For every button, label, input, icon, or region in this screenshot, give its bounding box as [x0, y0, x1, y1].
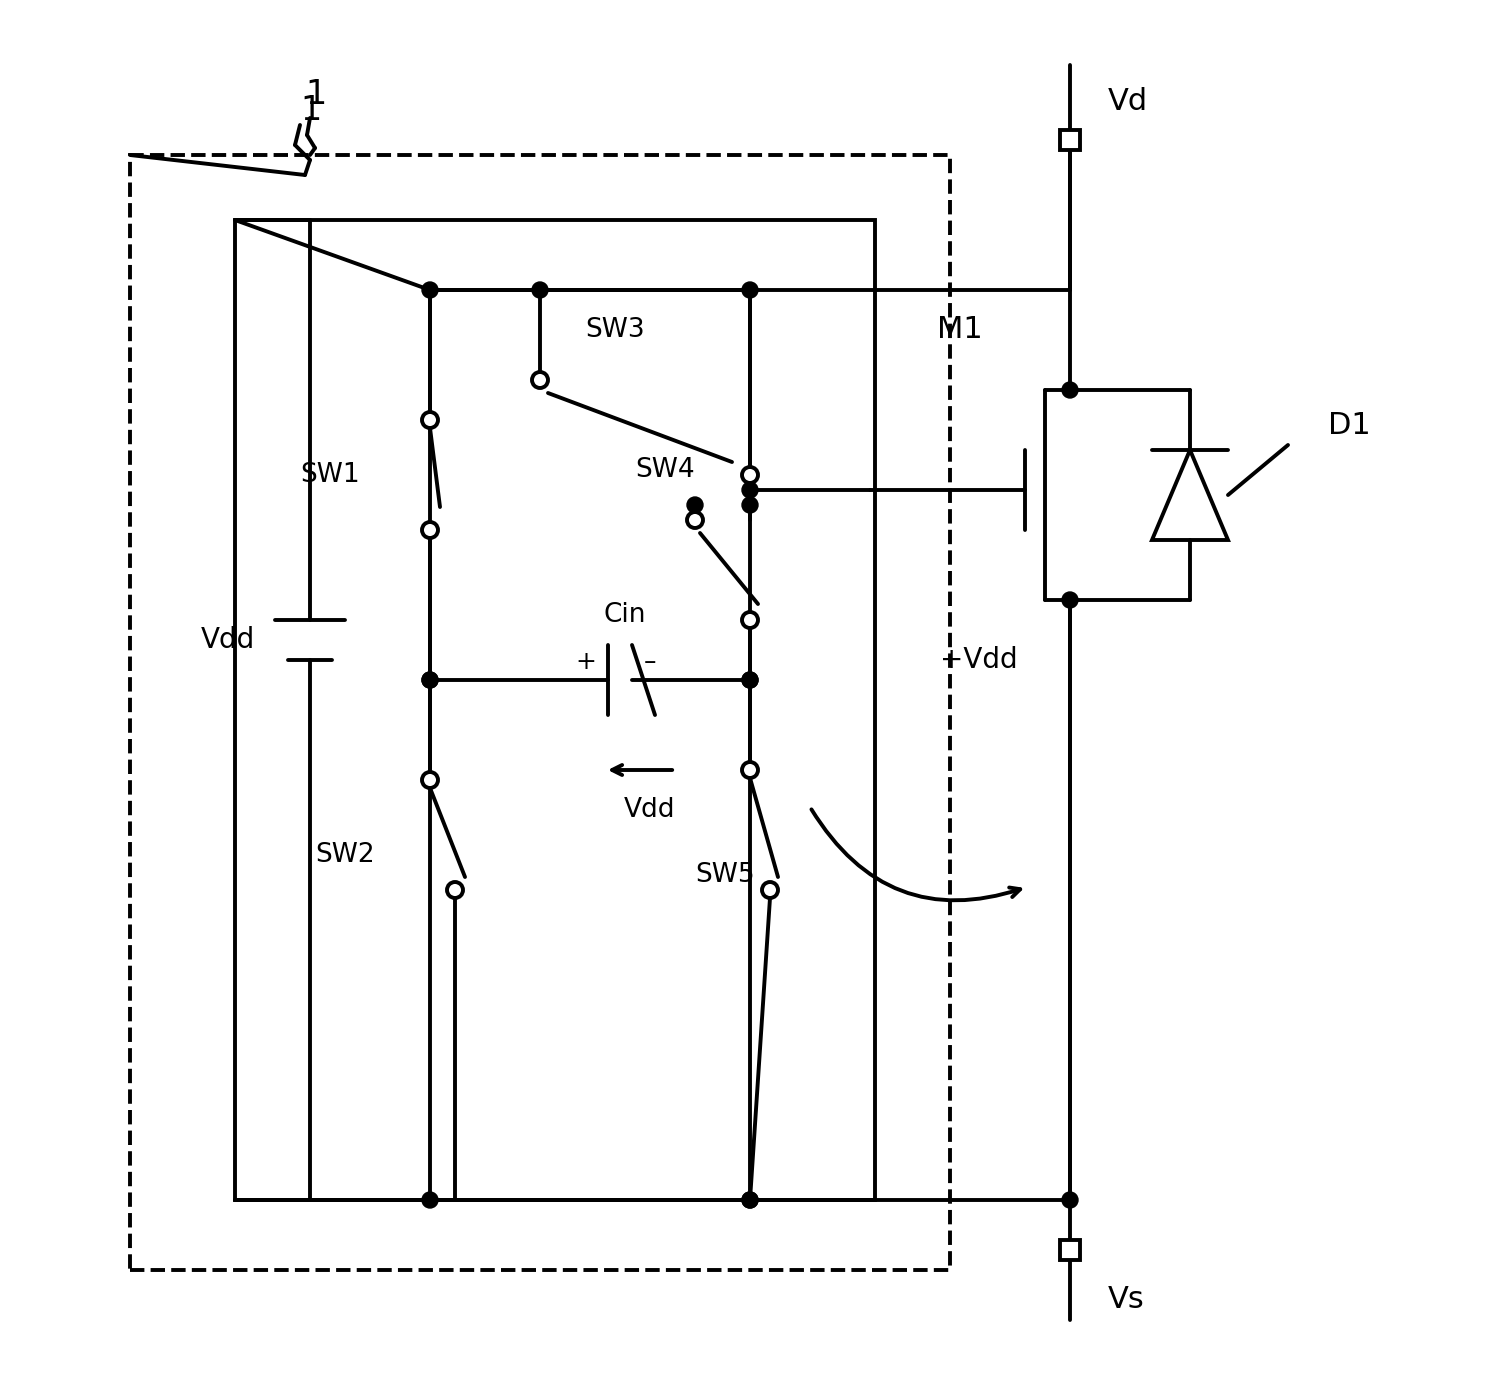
Circle shape	[422, 1192, 439, 1208]
Text: +Vdd: +Vdd	[940, 646, 1017, 673]
Circle shape	[422, 672, 439, 688]
Text: SW4: SW4	[634, 457, 695, 483]
Circle shape	[687, 497, 702, 514]
Text: Vd: Vd	[1108, 88, 1148, 117]
Circle shape	[687, 512, 702, 527]
Circle shape	[741, 1192, 758, 1208]
Bar	[1059, 129, 1081, 150]
Text: Vdd: Vdd	[200, 627, 255, 654]
Circle shape	[1062, 592, 1078, 609]
Circle shape	[422, 522, 439, 538]
Circle shape	[448, 883, 463, 898]
Circle shape	[741, 482, 758, 498]
Circle shape	[422, 672, 439, 688]
Text: M1: M1	[937, 315, 983, 344]
Circle shape	[741, 282, 758, 297]
Text: 1: 1	[300, 94, 321, 127]
Text: SW1: SW1	[300, 463, 360, 487]
Circle shape	[422, 772, 439, 788]
Circle shape	[741, 672, 758, 688]
Text: SW5: SW5	[695, 862, 755, 888]
Circle shape	[741, 611, 758, 628]
Circle shape	[1062, 381, 1078, 398]
Bar	[1059, 1241, 1081, 1260]
Circle shape	[422, 282, 439, 297]
Circle shape	[741, 761, 758, 778]
Text: Vs: Vs	[1108, 1286, 1145, 1315]
Circle shape	[532, 282, 549, 297]
Text: Vdd: Vdd	[624, 797, 675, 823]
Circle shape	[741, 672, 758, 688]
Circle shape	[741, 1192, 758, 1208]
Circle shape	[741, 497, 758, 514]
Circle shape	[763, 883, 778, 898]
Circle shape	[1062, 1192, 1078, 1208]
Circle shape	[422, 412, 439, 428]
Text: +: +	[576, 650, 597, 673]
Text: SW3: SW3	[585, 317, 645, 343]
Bar	[130, 156, 949, 1270]
Circle shape	[532, 372, 549, 388]
Text: SW2: SW2	[315, 841, 375, 868]
Bar	[235, 220, 876, 1199]
Text: 1: 1	[304, 78, 326, 112]
Text: Cin: Cin	[604, 602, 647, 628]
Text: –: –	[643, 650, 656, 673]
Circle shape	[741, 467, 758, 483]
Text: D1: D1	[1328, 410, 1371, 439]
